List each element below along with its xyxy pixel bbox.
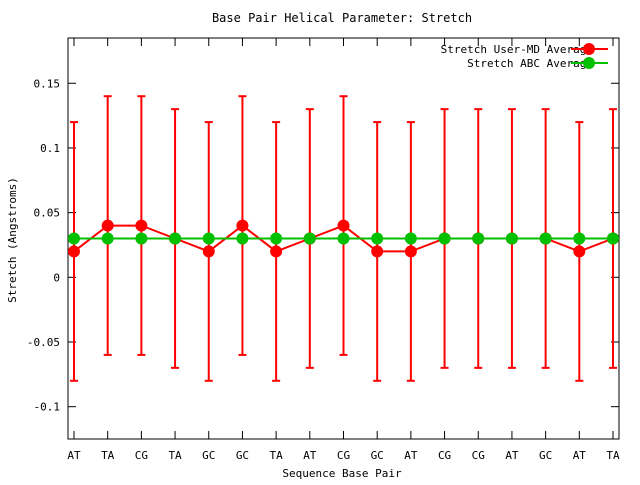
legend-label-abc: Stretch ABC Average (467, 57, 593, 70)
data-point-user-md (404, 245, 417, 258)
data-point-abc (270, 232, 283, 245)
x-tick-label: TA (168, 449, 182, 462)
data-point-user-md (68, 245, 80, 258)
data-point-abc (539, 232, 552, 245)
data-point-user-md (202, 245, 215, 258)
data-point-abc (472, 232, 485, 245)
data-point-abc (573, 232, 586, 245)
x-tick-label: CG (135, 449, 148, 462)
data-point-abc (438, 232, 451, 245)
data-point-user-md (270, 245, 283, 258)
data-point-abc (404, 232, 417, 245)
x-tick-label: GC (236, 449, 249, 462)
data-point-abc (337, 232, 350, 245)
legend-label-user-md: Stretch User-MD Average (441, 43, 593, 56)
data-point-abc (135, 232, 148, 245)
x-tick-label: AT (404, 449, 418, 462)
data-point-abc (505, 232, 518, 245)
x-tick-label: AT (573, 449, 587, 462)
x-tick-label: GC (371, 449, 384, 462)
y-tick-label: 0.1 (40, 142, 60, 155)
y-tick-label: 0.05 (34, 207, 61, 220)
chart-title: Base Pair Helical Parameter: Stretch (212, 11, 472, 25)
data-point-user-md (573, 245, 586, 258)
legend-marker-user-md (583, 43, 595, 55)
data-point-abc (202, 232, 215, 245)
data-point-user-md (101, 219, 114, 232)
data-point-user-md (371, 245, 384, 258)
data-point-user-md (337, 219, 350, 232)
data-point-abc (101, 232, 114, 245)
x-tick-label: GC (202, 449, 215, 462)
x-tick-label: AT (505, 449, 519, 462)
data-point-user-md (135, 219, 148, 232)
y-tick-label: -0.1 (34, 401, 61, 414)
x-axis-label: Sequence Base Pair (282, 467, 402, 480)
data-point-abc (169, 232, 182, 245)
data-point-abc (371, 232, 384, 245)
y-tick-label: -0.05 (27, 336, 60, 349)
x-tick-label: AT (303, 449, 317, 462)
x-tick-label: AT (67, 449, 81, 462)
legend-marker-abc (583, 57, 595, 69)
x-tick-label: TA (606, 449, 620, 462)
y-tick-label: 0.15 (34, 77, 61, 90)
y-tick-label: 0 (53, 271, 60, 284)
x-tick-label: GC (539, 449, 552, 462)
data-point-abc (68, 232, 80, 245)
x-tick-label: CG (438, 449, 451, 462)
x-tick-label: CG (472, 449, 485, 462)
data-point-abc (607, 232, 619, 245)
data-point-abc (236, 232, 249, 245)
x-tick-label: TA (101, 449, 115, 462)
x-tick-label: CG (337, 449, 350, 462)
y-axis-label: Stretch (Angstroms) (6, 177, 19, 303)
data-point-user-md (236, 219, 249, 232)
x-tick-label: TA (270, 449, 284, 462)
data-point-abc (303, 232, 316, 245)
plot-area: -0.1 -0.05 0 0.05 0.1 0.15 AT TA CG TA GC GC TA AT CG G… (27, 37, 620, 462)
